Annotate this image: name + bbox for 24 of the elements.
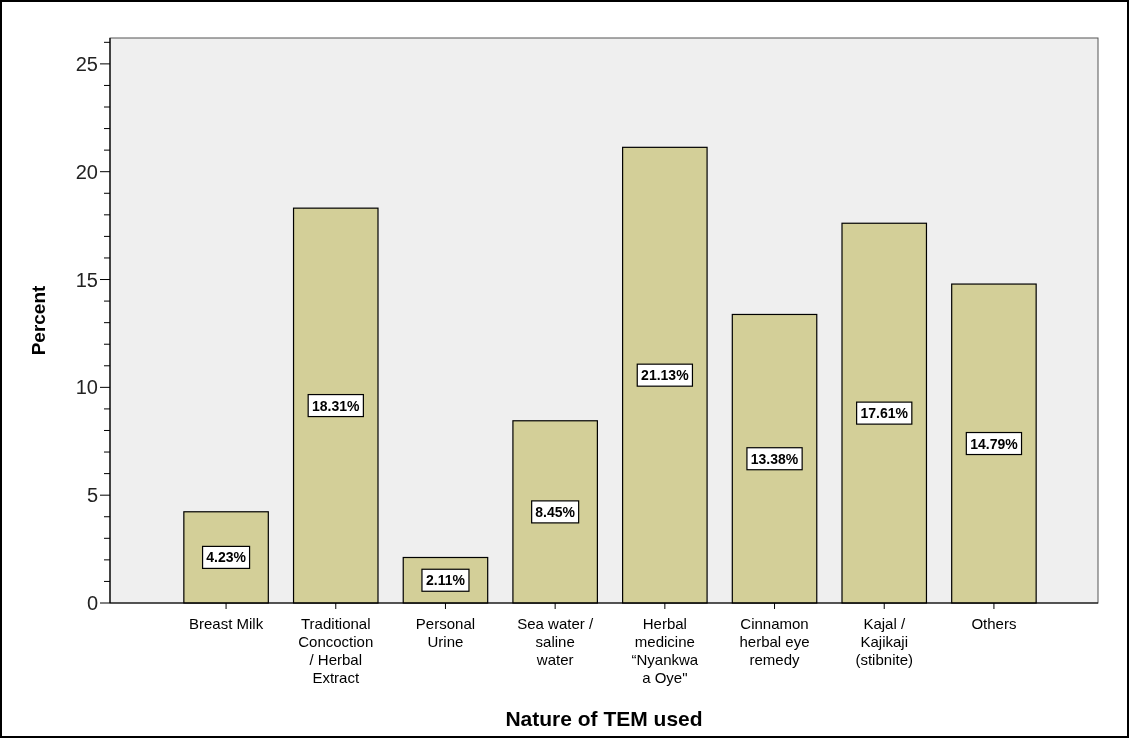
y-tick-label: 25 xyxy=(75,52,98,75)
y-tick-label: 5 xyxy=(86,484,98,507)
data-label: 4.23% xyxy=(206,549,247,566)
data-label: 21.13% xyxy=(641,367,690,384)
data-label: 17.61% xyxy=(860,405,909,422)
data-label: 8.45% xyxy=(535,503,576,520)
x-tick-label: Personal Urine xyxy=(415,615,476,650)
x-axis-title: Nature of TEM used xyxy=(505,707,703,730)
data-label: 2.11% xyxy=(425,572,466,589)
x-tick-label: Sea water / saline water xyxy=(517,615,594,668)
x-tick-label: Kajal / Kajikaji (stibnite) xyxy=(855,615,913,668)
x-tick-label: Herbal medicine “Nyankwa a Oye" xyxy=(631,615,699,686)
data-label: 18.31% xyxy=(312,397,361,414)
y-axis-title: Percent xyxy=(28,284,49,356)
data-label: 14.79% xyxy=(970,435,1019,452)
y-tick-label: 20 xyxy=(75,160,98,183)
y-tick-label: 15 xyxy=(75,268,98,291)
x-tick-label: Others xyxy=(971,615,1017,632)
x-tick-label: Cinnamon herbal eye remedy xyxy=(739,615,810,668)
x-tick-label: Traditional Concoction / Herbal Extract xyxy=(298,615,374,686)
x-tick-label: Breast Milk xyxy=(188,615,264,632)
y-tick-label: 10 xyxy=(75,376,98,399)
y-tick-label: 0 xyxy=(86,592,98,614)
data-label: 13.38% xyxy=(750,450,799,467)
